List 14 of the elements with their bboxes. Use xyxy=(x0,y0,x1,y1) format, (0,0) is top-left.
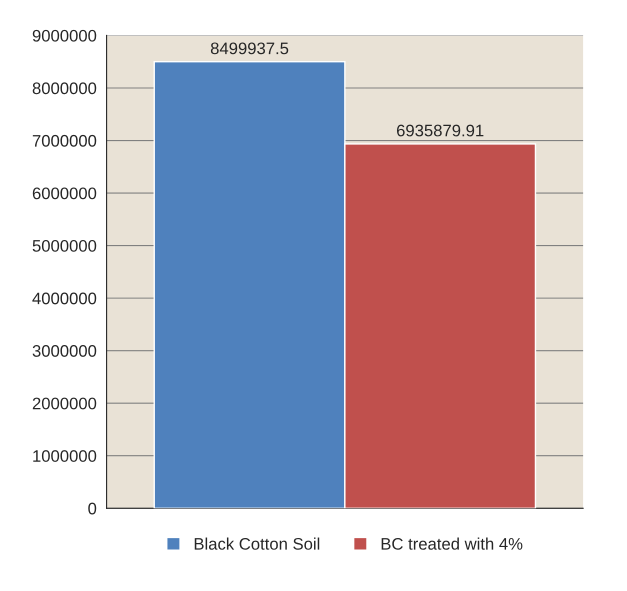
y-tick-label: 5000000 xyxy=(32,240,96,252)
y-tick-label: 0 xyxy=(88,502,96,514)
y-tick-label: 7000000 xyxy=(32,134,96,147)
y-tick-label: 8000000 xyxy=(32,82,96,94)
y-tick-label: 3000000 xyxy=(32,345,96,357)
y-tick-label: 2000000 xyxy=(32,398,96,410)
text: 8499937.5 xyxy=(210,42,288,54)
text: 6935879.91 xyxy=(396,124,484,136)
y-tick-label: 6000000 xyxy=(32,187,96,200)
legend-label: Black Cotton Soil xyxy=(194,538,320,550)
y-tick-label: 1000000 xyxy=(33,450,96,462)
y-tick-label: 9000000 xyxy=(32,30,96,42)
legend-label: BC treated with 4% xyxy=(382,538,522,550)
y-tick-label: 4000000 xyxy=(32,292,96,304)
